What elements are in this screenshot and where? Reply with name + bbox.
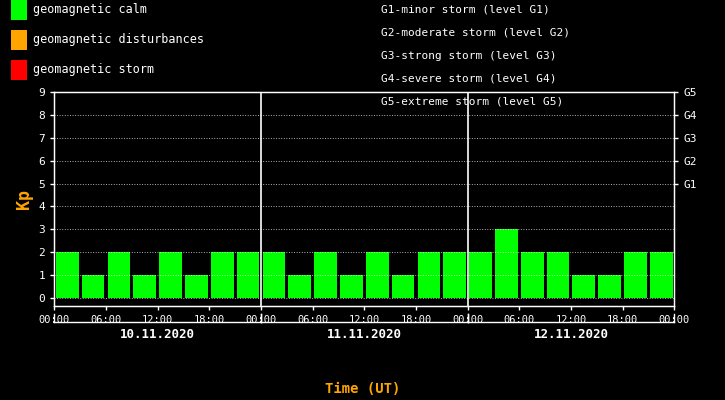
Bar <box>366 252 389 298</box>
Bar <box>598 275 621 298</box>
Bar <box>160 252 182 298</box>
Bar <box>418 252 440 298</box>
Y-axis label: Kp: Kp <box>15 189 33 209</box>
Bar <box>624 252 647 298</box>
Bar <box>107 252 130 298</box>
Text: G5-extreme storm (level G5): G5-extreme storm (level G5) <box>381 96 563 106</box>
Bar <box>469 252 492 298</box>
Bar <box>56 252 78 298</box>
Text: G3-strong storm (level G3): G3-strong storm (level G3) <box>381 51 556 61</box>
Bar <box>185 275 208 298</box>
Text: 10.11.2020: 10.11.2020 <box>120 328 195 341</box>
Bar <box>262 252 285 298</box>
Bar <box>444 252 466 298</box>
Bar <box>547 252 569 298</box>
Text: G2-moderate storm (level G2): G2-moderate storm (level G2) <box>381 28 570 38</box>
Bar <box>650 252 673 298</box>
Bar <box>211 252 233 298</box>
Bar <box>289 275 311 298</box>
Bar <box>82 275 104 298</box>
Bar <box>521 252 544 298</box>
Bar <box>340 275 362 298</box>
Text: geomagnetic disturbances: geomagnetic disturbances <box>33 34 204 46</box>
Bar <box>495 229 518 298</box>
Bar <box>237 252 260 298</box>
Bar <box>133 275 156 298</box>
Bar <box>392 275 415 298</box>
Text: G4-severe storm (level G4): G4-severe storm (level G4) <box>381 74 556 84</box>
Text: geomagnetic calm: geomagnetic calm <box>33 4 146 16</box>
Bar <box>314 252 337 298</box>
Text: Time (UT): Time (UT) <box>325 382 400 396</box>
Text: G1-minor storm (level G1): G1-minor storm (level G1) <box>381 5 550 15</box>
Bar <box>573 275 595 298</box>
Text: 11.11.2020: 11.11.2020 <box>327 328 402 341</box>
Text: geomagnetic storm: geomagnetic storm <box>33 64 154 76</box>
Text: 12.11.2020: 12.11.2020 <box>534 328 608 341</box>
